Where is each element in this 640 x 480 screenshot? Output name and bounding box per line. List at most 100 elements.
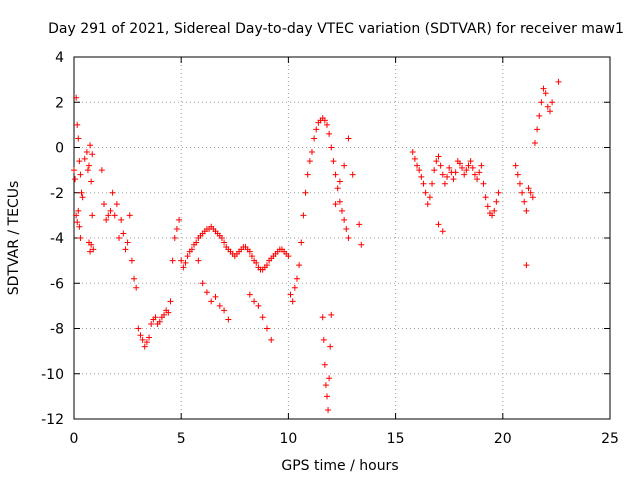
data-point	[203, 289, 210, 296]
data-point	[491, 207, 498, 214]
data-point	[321, 117, 328, 124]
x-tick-label: 15	[387, 431, 405, 447]
data-point	[118, 216, 125, 223]
data-point	[339, 207, 345, 214]
data-point	[268, 336, 275, 343]
data-point	[105, 212, 112, 219]
x-axis: 0 5 10 15 20 25	[70, 57, 619, 447]
data-point	[409, 149, 416, 156]
data-point	[320, 336, 327, 343]
data-point	[300, 212, 307, 219]
data-point	[433, 158, 440, 165]
data-point	[253, 259, 260, 266]
data-point	[489, 212, 496, 219]
data-point	[467, 158, 474, 165]
data-point	[88, 241, 95, 248]
data-point	[74, 219, 81, 226]
data-point	[87, 248, 94, 255]
data-point	[328, 144, 335, 151]
data-point	[208, 298, 215, 305]
data-point	[538, 99, 545, 106]
data-point	[495, 189, 502, 196]
data-point	[450, 176, 457, 183]
data-point	[76, 223, 83, 230]
data-point	[444, 173, 451, 180]
data-point	[478, 162, 485, 169]
x-tick-label: 0	[70, 431, 79, 447]
data-point	[89, 151, 96, 158]
data-point	[133, 284, 140, 291]
data-point	[463, 167, 470, 174]
x-tick-label: 10	[279, 431, 297, 447]
data-point	[446, 164, 453, 171]
data-point	[77, 235, 84, 241]
data-point	[76, 158, 83, 165]
data-point	[411, 155, 418, 162]
data-point	[452, 169, 459, 176]
x-axis-label: GPS time / hours	[281, 458, 398, 474]
data-point	[251, 298, 258, 305]
data-point	[188, 246, 195, 253]
y-tick-label: 0	[55, 141, 64, 157]
data-point	[122, 246, 129, 253]
y-axis: 4 2 0 -2 -4 -6 -8 -10 -12	[41, 50, 610, 428]
data-point	[221, 239, 228, 246]
y-tick-label: 4	[55, 50, 64, 66]
data-point	[521, 198, 528, 205]
data-point	[422, 189, 429, 196]
data-point	[146, 334, 153, 341]
x-tick-label: 5	[177, 431, 186, 447]
data-point	[101, 201, 108, 208]
data-point	[345, 235, 352, 241]
data-point	[109, 189, 116, 196]
data-point	[89, 212, 96, 219]
data-point	[88, 178, 95, 185]
data-point	[124, 239, 131, 246]
data-point	[298, 239, 305, 246]
data-point	[131, 275, 138, 282]
x-tick-label: 25	[601, 431, 619, 447]
data-point	[285, 253, 292, 260]
data-point	[461, 171, 468, 178]
data-point	[178, 257, 185, 264]
data-point	[135, 325, 142, 332]
data-point	[429, 180, 436, 187]
data-point	[78, 189, 85, 196]
data-point	[71, 167, 77, 174]
data-point	[180, 264, 187, 271]
data-point	[512, 162, 519, 169]
data-point	[529, 194, 536, 201]
data-point	[435, 153, 442, 160]
data-point	[103, 216, 110, 223]
data-point	[426, 194, 433, 201]
data-point	[349, 171, 356, 178]
data-point	[141, 343, 148, 350]
data-point	[540, 85, 547, 92]
y-tick-label: -10	[41, 367, 64, 383]
data-point	[184, 253, 191, 260]
data-point	[248, 253, 255, 260]
data-point	[542, 90, 549, 97]
y-tick-label: -6	[50, 276, 64, 292]
data-point	[484, 203, 491, 210]
data-point	[255, 302, 262, 309]
data-point	[336, 198, 343, 205]
data-point	[161, 311, 168, 318]
data-point	[126, 212, 133, 219]
data-point	[75, 207, 82, 214]
data-point	[439, 171, 446, 178]
data-point	[165, 309, 172, 316]
data-point	[319, 314, 326, 321]
data-point	[156, 318, 163, 325]
data-point	[418, 173, 425, 180]
data-point	[523, 262, 530, 269]
data-point	[471, 171, 478, 178]
data-point	[74, 121, 81, 128]
data-point	[356, 221, 363, 228]
data-point	[474, 176, 481, 183]
data-point	[334, 185, 341, 192]
data-point	[291, 284, 298, 291]
data-point	[322, 382, 329, 389]
data-point	[313, 126, 320, 133]
